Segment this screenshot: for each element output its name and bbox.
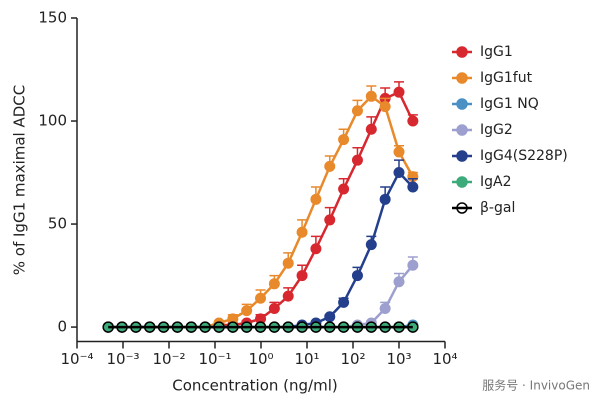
data-point [393, 86, 405, 98]
data-point [379, 193, 391, 205]
legend-label: IgG1fut [480, 70, 533, 86]
data-point [393, 276, 405, 288]
x-tick-label: 10⁻⁴ [60, 350, 93, 368]
legend-marker [456, 72, 468, 84]
legend-label: IgG1 NQ [480, 96, 539, 112]
data-point [393, 146, 405, 158]
series [102, 159, 419, 333]
data-point [407, 115, 419, 127]
y-tick-label: 100 [38, 112, 67, 130]
data-point [324, 321, 336, 333]
data-point [254, 321, 267, 333]
data-point [227, 321, 239, 333]
data-point [365, 123, 377, 135]
data-point [296, 321, 308, 333]
x-tick-label: 10⁴ [432, 350, 457, 368]
data-point [116, 321, 128, 333]
data-point [282, 257, 294, 269]
data-point [213, 321, 225, 333]
data-point [324, 160, 336, 172]
y-axis-title: % of IgG1 maximal ADCC [11, 85, 29, 275]
legend-marker [456, 176, 468, 188]
data-point [310, 243, 322, 255]
data-point [240, 321, 253, 333]
data-point [407, 259, 419, 271]
x-tick-label: 10⁰ [248, 350, 273, 368]
watermark: 服务号 · InvivoGen [482, 378, 590, 393]
legend-label: IgG4(S228P) [480, 148, 568, 164]
data-point [157, 321, 170, 333]
data-point [310, 193, 322, 205]
legend-label: IgG1 [480, 44, 513, 60]
data-point [365, 90, 377, 102]
data-point [268, 303, 280, 315]
data-point [407, 181, 419, 193]
data-point [393, 321, 405, 333]
data-point [407, 321, 419, 333]
data-point [268, 278, 280, 290]
data-point [310, 321, 322, 333]
data-point [365, 321, 378, 333]
series [102, 321, 419, 333]
data-point [130, 321, 142, 333]
data-point [338, 183, 350, 195]
data-point [199, 321, 211, 333]
data-point [365, 239, 377, 251]
data-point [351, 154, 363, 166]
y-tick-label: 0 [57, 318, 67, 336]
data-point [338, 134, 350, 146]
legend-label: IgG2 [480, 122, 513, 138]
data-point [282, 321, 294, 333]
data-point [185, 321, 198, 333]
legend-marker [456, 124, 468, 136]
legend-label: IgA2 [480, 174, 512, 190]
data-point [351, 105, 363, 117]
data-point [379, 321, 391, 333]
data-point [393, 167, 405, 179]
x-tick-label: 10⁻³ [106, 350, 139, 368]
x-tick-label: 10⁻² [152, 350, 185, 368]
legend-label: β-gal [480, 200, 515, 216]
x-tick-label: 10² [340, 350, 365, 368]
data-point [255, 292, 267, 304]
data-point [324, 311, 336, 323]
data-point [102, 321, 114, 333]
data-point [296, 270, 308, 282]
data-point [268, 321, 281, 333]
x-tick-label: 10¹ [294, 350, 319, 368]
y-tick-label: 50 [48, 215, 67, 233]
data-point [171, 321, 184, 333]
legend-marker [456, 98, 468, 110]
data-point [282, 290, 294, 302]
legend-marker [456, 150, 468, 162]
x-tick-label: 10⁻¹ [198, 350, 231, 368]
legend-marker [456, 46, 468, 58]
data-point [379, 101, 391, 113]
data-point [338, 296, 350, 308]
data-point [324, 214, 336, 226]
x-axis-title: Concentration (ng/ml) [172, 377, 337, 395]
x-tick-label: 10³ [386, 350, 411, 368]
legend-marker [456, 202, 468, 214]
data-point [351, 321, 364, 333]
data-point [241, 305, 253, 317]
data-point [379, 303, 391, 315]
data-point [296, 226, 308, 238]
y-tick-label: 150 [38, 9, 67, 27]
data-point [337, 321, 350, 333]
data-point [351, 270, 363, 282]
data-point [143, 321, 156, 333]
series-line [108, 170, 414, 329]
